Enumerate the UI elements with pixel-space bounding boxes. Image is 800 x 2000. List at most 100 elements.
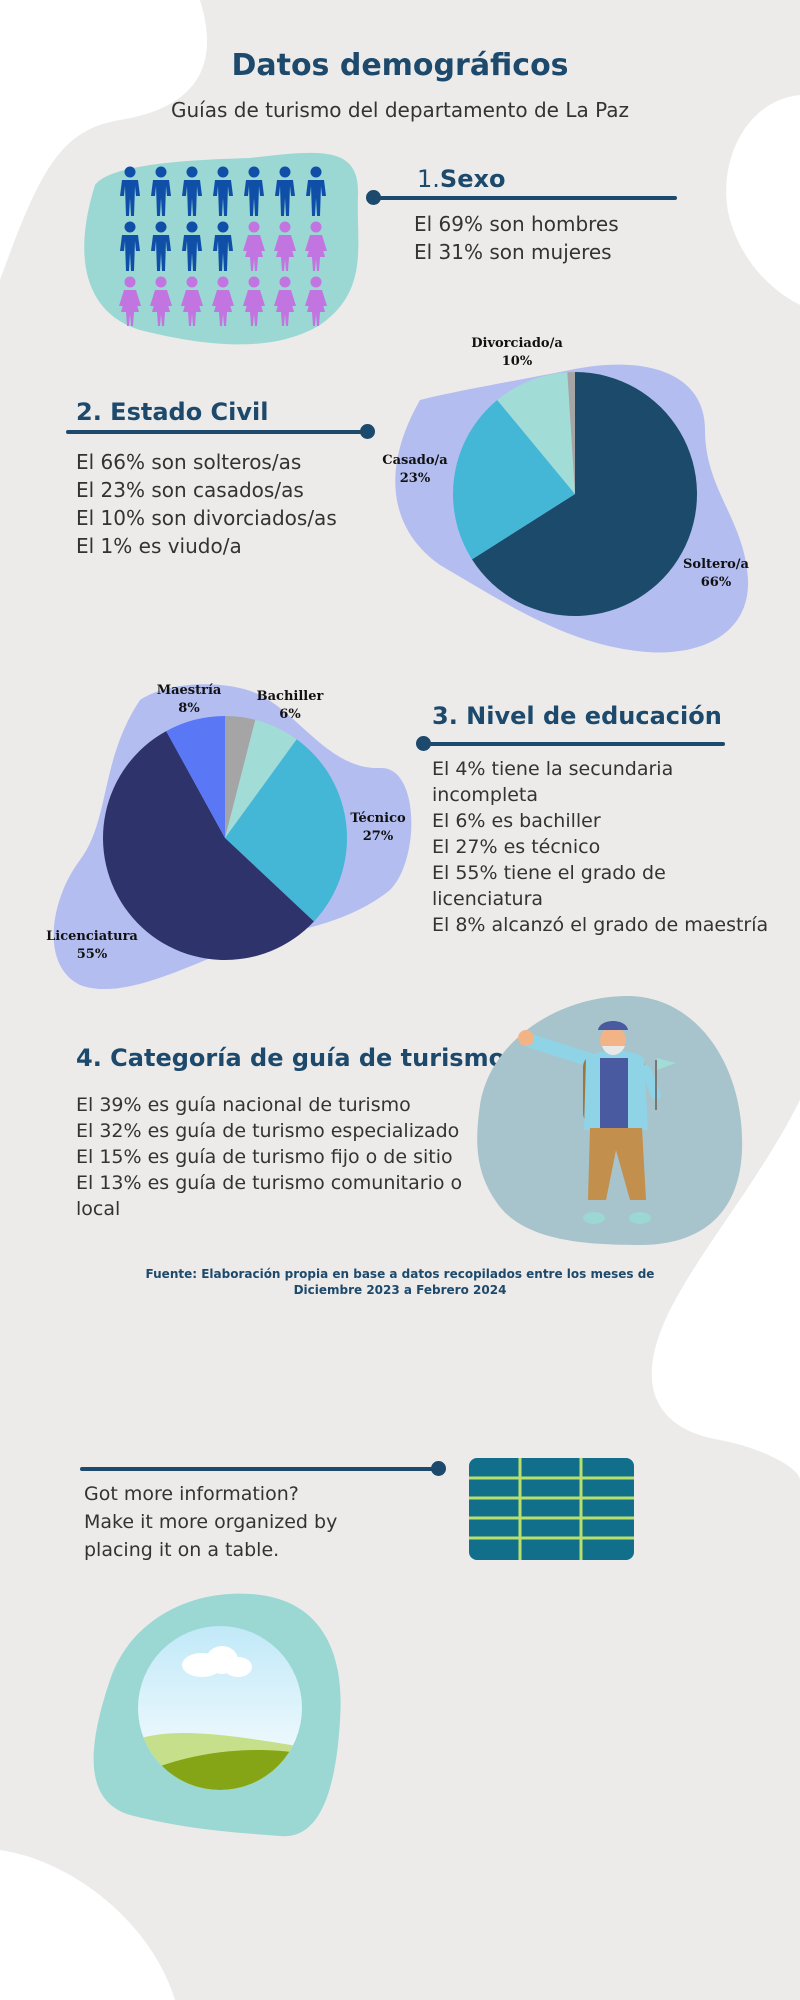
promo-rule-dot: [431, 1461, 446, 1476]
sexo-text: El 69% son hombres El 31% son mujeres: [414, 210, 619, 266]
female-person-icon: [119, 276, 141, 326]
civil-slice-soltero-a: [471, 372, 698, 616]
civil-label-name: Divorciado/a: [471, 336, 563, 351]
table-icon: [469, 1458, 634, 1560]
male-person-icon: [275, 166, 295, 216]
estado-civil-rule: [66, 430, 366, 434]
educacion-line-5: El 55% tiene el grado de: [432, 862, 666, 884]
civil-label-value: 66%: [701, 575, 732, 590]
civil-slice-divorciado-a: [497, 372, 575, 494]
estado-civil-heading: 2. Estado Civil: [76, 398, 269, 426]
edu-label-bachiller: Bachiller 6%: [257, 689, 324, 722]
promo-line-3: placing it on a table.: [84, 1539, 280, 1561]
female-person-icon: [243, 276, 265, 326]
male-person-icon: [151, 221, 171, 271]
educacion-line-6: licenciatura: [432, 888, 544, 910]
educacion-heading: 3. Nivel de educación: [432, 702, 722, 730]
edu-label-name: Técnico: [350, 811, 406, 826]
edu-slice-bachiller: [225, 719, 297, 838]
landscape-illustration: [93, 1593, 341, 1837]
civil-slice-casado-a: [453, 399, 575, 560]
educacion-line-7: El 8% alcanzó el grado de maestría: [432, 914, 769, 936]
civil-label-name: Casado/a: [382, 453, 448, 468]
edu-slice-secundaria-incompleta: [225, 716, 256, 838]
estado-civil-line-2: El 23% son casados/as: [76, 478, 304, 502]
estado-civil-pie-chart: Divorciado/a 10% Casado/a 23% Soltero/a 66%: [382, 336, 750, 616]
source-note-line-2: Diciembre 2023 a Febrero 2024: [293, 1283, 507, 1297]
educacion-line-2: incompleta: [432, 784, 539, 806]
estado-civil-rule-dot: [360, 424, 375, 439]
promo-rule: [80, 1467, 440, 1471]
sexo-line-1: El 69% son hombres: [414, 212, 619, 236]
civil-label-casado-a: Casado/a 23%: [382, 453, 448, 486]
civil-label-name: Soltero/a: [683, 557, 750, 572]
male-person-icon: [182, 221, 202, 271]
edu-label-name: Bachiller: [257, 689, 324, 704]
page-subtitle: Guías de turismo del departamento de La …: [170, 98, 630, 122]
civil-slice-viudo-a: [567, 372, 575, 494]
edu-label-name: Licenciatura: [46, 929, 138, 944]
estado-civil-line-3: El 10% son divorciados/as: [76, 506, 337, 530]
promo-text: Got more information? Make it more organ…: [84, 1480, 337, 1564]
categoria-text: El 39% es guía nacional de turismo El 32…: [76, 1092, 462, 1222]
male-person-icon: [120, 166, 140, 216]
edu-label-maestr-a: Maestría 8%: [157, 683, 222, 716]
people-icon-grid: [118, 166, 338, 336]
educacion-pie-chart: Maestría 8% Bachiller 6% Técnico 27% Licenciat…: [46, 683, 406, 962]
male-person-icon: [306, 166, 326, 216]
male-person-icon: [151, 166, 171, 216]
civil-label-soltero-a: Soltero/a 66%: [683, 557, 750, 590]
edu-slice-licenciatura: [102, 731, 314, 961]
categoria-line-2: El 32% es guía de turismo especializado: [76, 1120, 460, 1142]
edu-label-value: 8%: [178, 701, 200, 716]
female-person-icon: [305, 221, 327, 271]
edu-label-name: Maestría: [157, 683, 222, 698]
source-note: Fuente: Elaboración propia en base a dat…: [0, 1266, 800, 1298]
edu-label-licenciatura: Licenciatura 55%: [46, 929, 138, 962]
civil-label-value: 10%: [502, 354, 533, 369]
estado-civil-line-1: El 66% son solteros/as: [76, 450, 302, 474]
source-note-line-1: Fuente: Elaboración propia en base a dat…: [145, 1267, 655, 1281]
edu-label-value: 55%: [77, 947, 108, 962]
sexo-heading: 1.Sexo: [417, 165, 505, 193]
tour-guide-illustration: [477, 995, 743, 1245]
categoria-line-3: El 15% es guía de turismo fijo o de siti…: [76, 1146, 453, 1168]
female-person-icon: [150, 276, 172, 326]
promo-line-2: Make it more organized by: [84, 1511, 338, 1533]
categoria-line-1: El 39% es guía nacional de turismo: [76, 1094, 411, 1116]
educacion-rule: [422, 742, 725, 746]
female-person-icon: [274, 276, 296, 326]
female-person-icon: [181, 276, 203, 326]
female-person-icon: [274, 221, 296, 271]
female-person-icon: [212, 276, 234, 326]
edu-slice-maestr-a: [166, 716, 225, 838]
page-title: Datos demográficos: [231, 48, 569, 83]
edu-label-t-cnico: Técnico 27%: [350, 811, 406, 844]
civil-label-value: 23%: [400, 471, 431, 486]
edu-label-value: 6%: [279, 707, 301, 722]
educacion-line-3: El 6% es bachiller: [432, 810, 601, 832]
sexo-rule: [372, 196, 677, 200]
sexo-line-2: El 31% son mujeres: [414, 240, 612, 264]
educacion-text: El 4% tiene la secundaria incompleta El …: [432, 756, 768, 938]
edu-label-value: 27%: [363, 829, 394, 844]
estado-civil-line-4: El 1% es viudo/a: [76, 534, 242, 558]
female-person-icon: [305, 276, 327, 326]
educacion-line-1: El 4% tiene la secundaria: [432, 758, 674, 780]
categoria-line-5: local: [76, 1198, 121, 1220]
male-person-icon: [120, 221, 140, 271]
male-person-icon: [213, 166, 233, 216]
estado-civil-text: El 66% son solteros/as El 23% son casado…: [76, 448, 337, 560]
sexo-title: Sexo: [439, 165, 506, 193]
categoria-heading: 4. Categoría de guía de turismo: [76, 1044, 506, 1072]
female-person-icon: [243, 221, 265, 271]
sexo-number: 1.: [417, 165, 440, 193]
male-person-icon: [213, 221, 233, 271]
promo-line-1: Got more information?: [84, 1483, 299, 1505]
educacion-line-4: El 27% es técnico: [432, 836, 601, 858]
male-person-icon: [182, 166, 202, 216]
civil-label-divorciado-a: Divorciado/a 10%: [471, 336, 563, 369]
categoria-line-4: El 13% es guía de turismo comunitario o: [76, 1172, 463, 1194]
